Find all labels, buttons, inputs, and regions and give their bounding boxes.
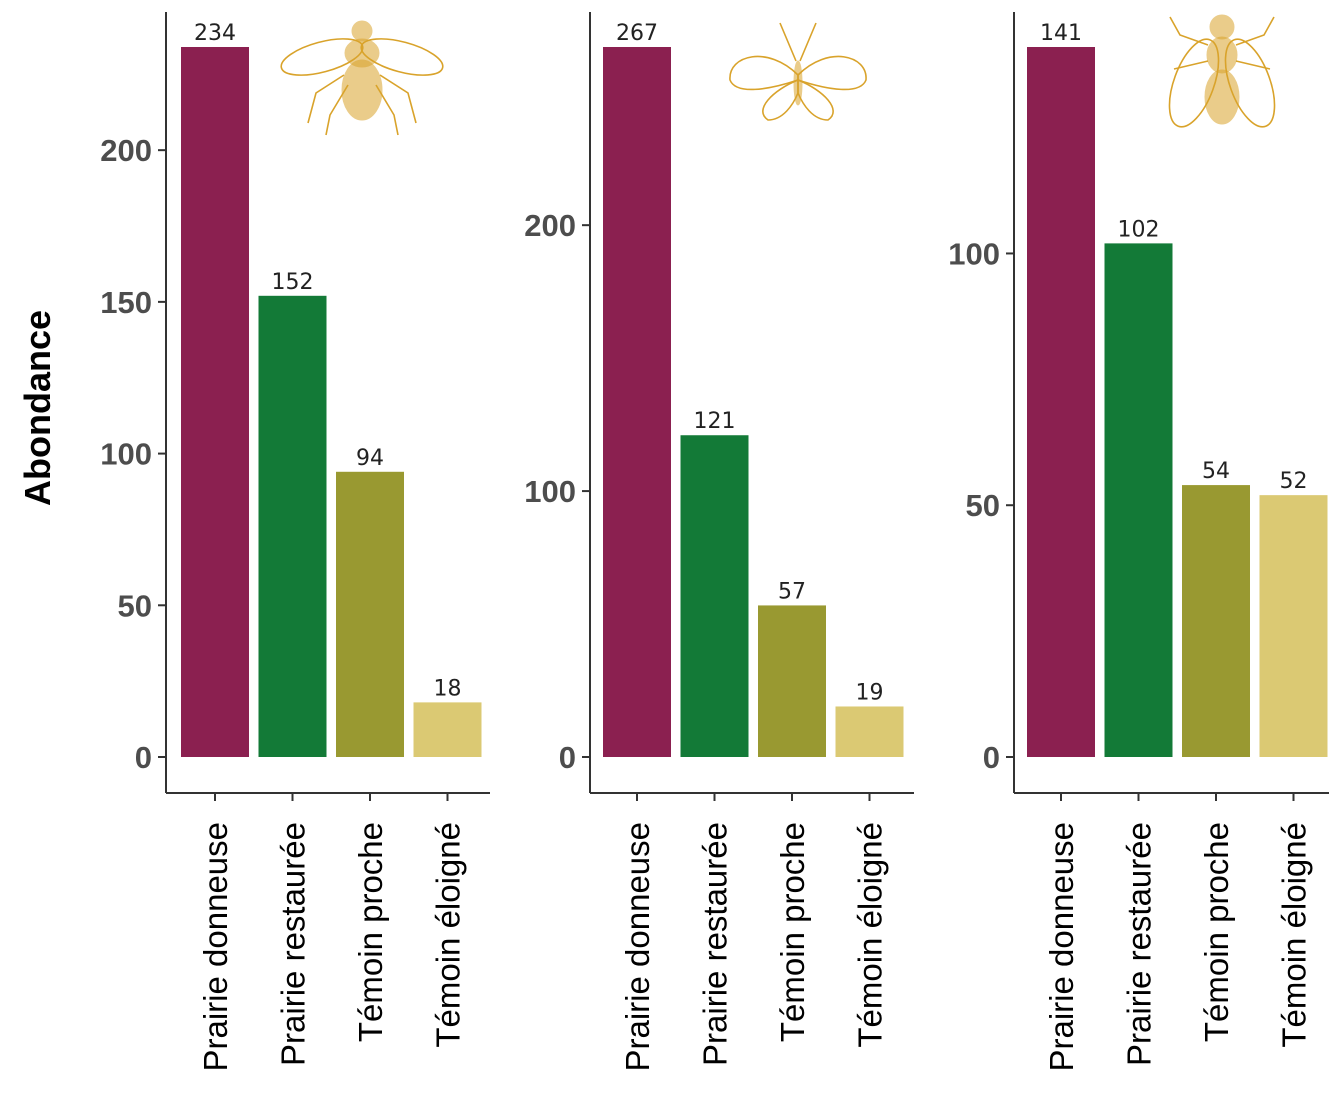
- x-tick-label: Témoin proche: [1198, 822, 1235, 1042]
- bar: [603, 47, 671, 757]
- butterfly-wing-left: [729, 55, 799, 91]
- butterfly-antennae: [779, 22, 817, 62]
- x-tick-label: Prairie restaurée: [275, 822, 312, 1066]
- bee-head: [351, 20, 373, 42]
- butterfly-wing-right: [797, 55, 867, 91]
- butterfly-body: [793, 60, 803, 106]
- data-label: 141: [1040, 21, 1082, 46]
- y-tick-label: 200: [524, 208, 576, 243]
- bar: [1259, 495, 1328, 757]
- chart-panel-2: 0 100 200 267 Prairie donneuse 121 Prairie res…: [524, 12, 914, 1072]
- x-tick-label: Témoin éloigné: [1276, 822, 1313, 1048]
- bar: [758, 605, 826, 757]
- data-label: 267: [616, 21, 658, 46]
- x-tick-label: Prairie donneuse: [197, 822, 234, 1072]
- butterfly-icon: [729, 22, 867, 121]
- bar: [181, 47, 249, 757]
- y-tick-label: 0: [983, 740, 1000, 775]
- data-label: 152: [272, 270, 314, 295]
- fly-legs: [1169, 16, 1275, 70]
- fly-icon: [1168, 14, 1276, 128]
- data-label: 52: [1280, 469, 1308, 494]
- x-tick-label: Témoin éloigné: [852, 822, 889, 1048]
- y-tick-label: 50: [118, 588, 152, 623]
- x-tick-label: Prairie donneuse: [619, 822, 656, 1072]
- bar: [680, 435, 749, 757]
- data-label: 121: [694, 409, 736, 434]
- data-label: 19: [856, 680, 884, 705]
- chart-panel-3: 0 50 100 141 Prairie donneuse 102 Prairie rest…: [948, 12, 1329, 1072]
- bee-abdomen: [341, 59, 383, 121]
- y-tick-label: 100: [524, 474, 576, 509]
- data-label: 54: [1202, 459, 1230, 484]
- fly-head: [1209, 14, 1235, 40]
- fly-abdomen: [1204, 69, 1240, 125]
- butterfly-hindwing-left: [762, 78, 799, 121]
- bar: [413, 702, 482, 757]
- y-tick-label: 100: [948, 236, 1000, 271]
- x-tick-label: Témoin éloigné: [430, 822, 467, 1048]
- x-tick-label: Prairie restaurée: [697, 822, 734, 1066]
- bee-icon: [280, 20, 444, 136]
- y-tick-label: 50: [966, 488, 1000, 523]
- bar: [1182, 485, 1250, 757]
- x-tick-label: Témoin proche: [774, 822, 811, 1042]
- bar: [336, 471, 404, 757]
- data-label: 57: [778, 579, 806, 604]
- data-label: 94: [356, 446, 384, 471]
- data-label: 102: [1118, 217, 1160, 242]
- y-tick-label: 100: [100, 437, 152, 472]
- data-label: 234: [194, 21, 236, 46]
- bar: [1104, 243, 1173, 757]
- bee-legs: [307, 74, 417, 136]
- fly-thorax: [1206, 36, 1238, 74]
- y-tick-label: 0: [135, 740, 152, 775]
- y-tick-label: 200: [100, 133, 152, 168]
- chart-panel-1: 0 50 100 150 200 234 Prairie donneuse 152 Prairi…: [100, 12, 490, 1072]
- bar: [835, 706, 904, 757]
- data-label: 18: [434, 676, 462, 701]
- bar: [1027, 47, 1095, 757]
- x-tick-label: Prairie donneuse: [1043, 822, 1080, 1072]
- x-tick-label: Témoin proche: [352, 822, 389, 1042]
- y-tick-label: 0: [559, 740, 576, 775]
- butterfly-hindwing-right: [797, 78, 834, 121]
- x-tick-label: Prairie restaurée: [1121, 822, 1158, 1066]
- y-tick-label: 150: [100, 285, 152, 320]
- y-axis-label: Abondance: [17, 310, 58, 506]
- bar: [258, 295, 327, 757]
